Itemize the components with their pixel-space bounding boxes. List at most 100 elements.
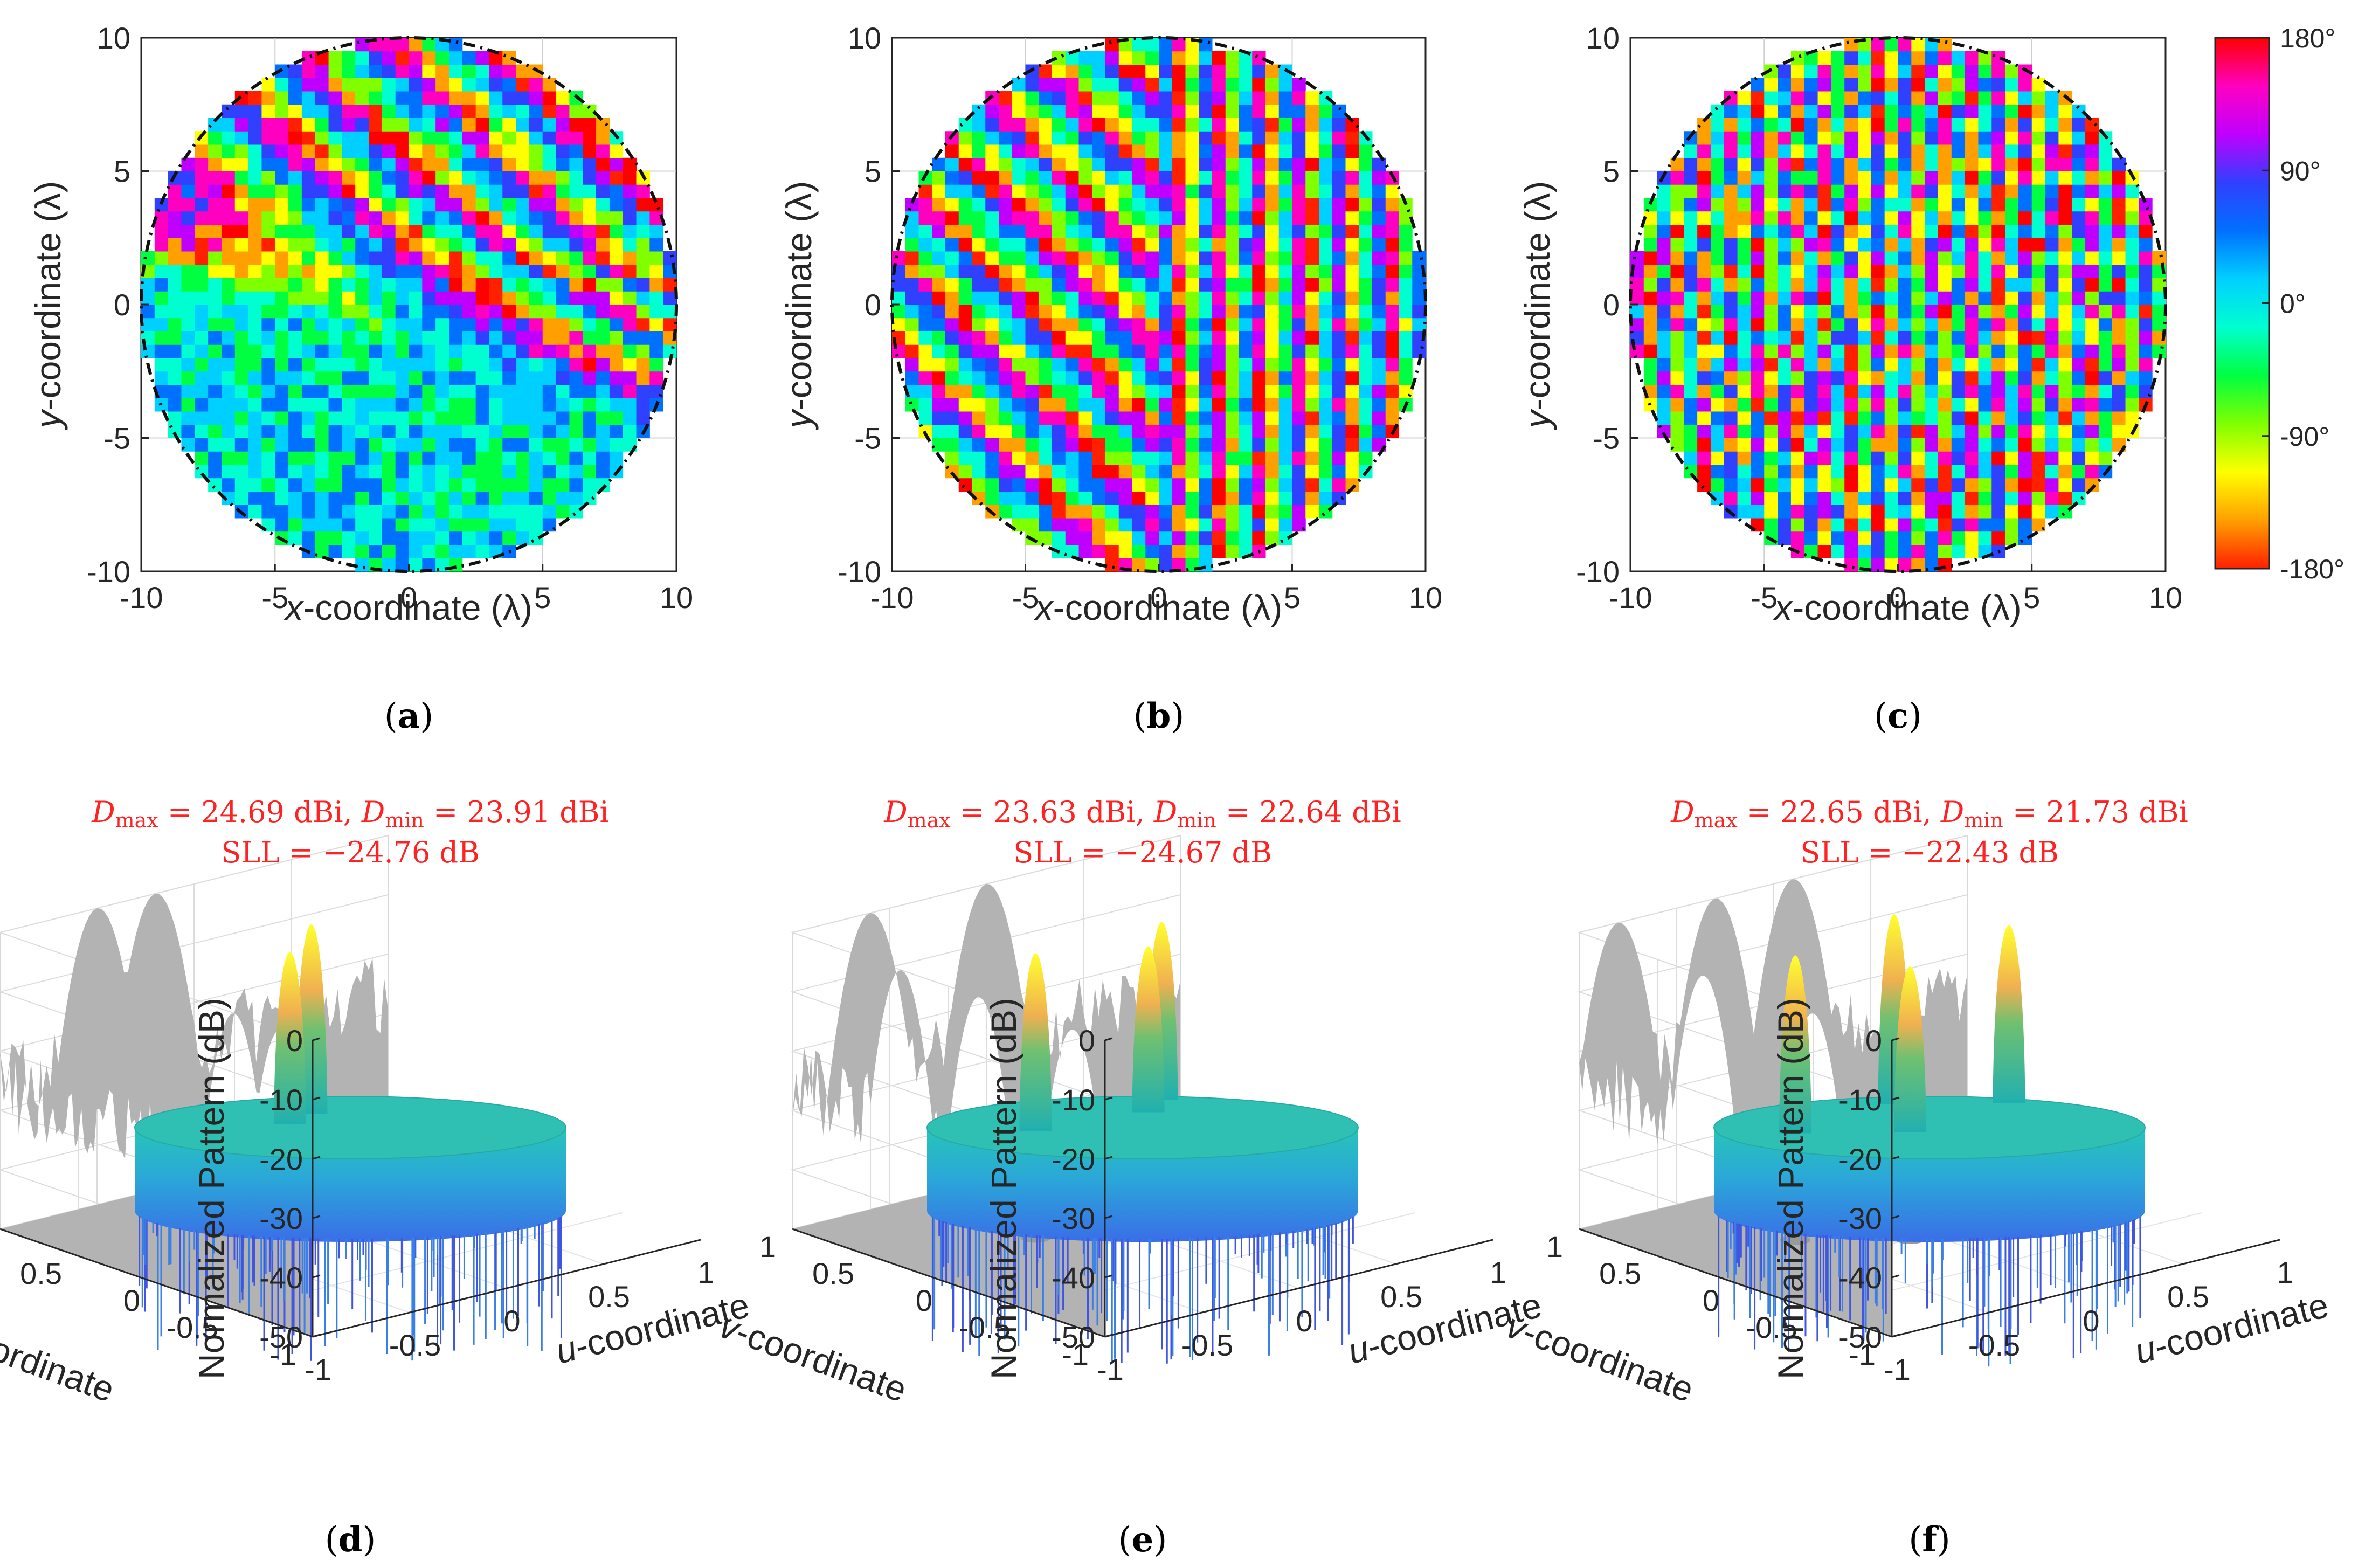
phase-cell [1978, 211, 1992, 225]
phase-cell [1132, 224, 1146, 238]
z-tick-label: -40 [1052, 1261, 1095, 1295]
phase-cell [301, 64, 316, 78]
phase-cell [1965, 317, 1979, 331]
phase-cell [1239, 505, 1253, 519]
phase-cell [1025, 305, 1039, 319]
phase-cell [221, 317, 236, 331]
phase-cell [1092, 317, 1106, 331]
phase-cell [1052, 531, 1066, 545]
phase-cell [1278, 224, 1292, 238]
phase-cell [1145, 478, 1159, 492]
phase-cell [1305, 198, 1319, 212]
phase-cell [516, 211, 530, 225]
phase-cell [315, 491, 329, 505]
phase-cell [2072, 451, 2086, 465]
phase-cell [1670, 344, 1684, 358]
phase-cell [596, 305, 610, 319]
phase-cell [1399, 331, 1413, 345]
phase-cell [154, 224, 169, 238]
phase-cell [328, 91, 342, 105]
phase-cell [1844, 118, 1858, 132]
phase-cell [1925, 278, 1939, 292]
phase-cell [1965, 465, 1979, 479]
v-tick-label: -0.5 [1746, 1310, 1798, 1344]
phase-cell [1278, 344, 1292, 358]
phase-cell [448, 78, 463, 92]
phase-cell [1938, 104, 1952, 118]
phase-cell [2058, 211, 2072, 225]
phase-cell [369, 491, 383, 505]
phase-cell [1118, 344, 1132, 358]
phase-cell [542, 411, 557, 425]
phase-cell [1132, 78, 1146, 92]
u-tick-label: -0.5 [1181, 1328, 1234, 1362]
phase-cell [1778, 291, 1792, 305]
phase-cell [583, 171, 597, 185]
phase-cell [556, 144, 570, 158]
phase-cell [395, 104, 409, 118]
phase-cell [1751, 91, 1765, 105]
phase-cell [1858, 438, 1872, 452]
phase-cell [542, 344, 557, 358]
phase-cell [275, 478, 289, 492]
phase-cell [1978, 344, 1992, 358]
phase-cell [1751, 344, 1765, 358]
phase-cell [1925, 424, 1939, 438]
phase-cell [1751, 251, 1765, 265]
phase-cell [1951, 358, 1966, 372]
phase-cell [556, 171, 570, 185]
phase-cell [1332, 184, 1346, 198]
phase-cell [945, 331, 959, 345]
phase-cell [355, 224, 369, 238]
phase-cell [1078, 171, 1092, 185]
phase-cell [1871, 291, 1885, 305]
phase-cell [583, 224, 597, 238]
phase-cell [275, 491, 289, 505]
phase-cell [1911, 544, 1925, 558]
phase-cell [315, 358, 329, 372]
phase-cell [1345, 465, 1359, 479]
phase-cell [1078, 344, 1092, 358]
phase-cell [369, 358, 383, 372]
phase-cell [168, 224, 182, 238]
phase-cell [1751, 78, 1765, 92]
phase-cell [369, 411, 383, 425]
phase-cell [2112, 371, 2126, 385]
phase-cell [1938, 157, 1952, 171]
phase-cell [1172, 198, 1186, 212]
phase-cell [1118, 518, 1132, 532]
phase-cell [382, 38, 396, 52]
phase-cell [1132, 451, 1146, 465]
v-tick-label: -0.5 [959, 1310, 1011, 1344]
phase-cell [395, 157, 409, 171]
phase-cell [2018, 104, 2032, 118]
phase-cell [1858, 305, 1872, 319]
phase-cell [1025, 131, 1039, 145]
phase-cell [422, 424, 436, 438]
phase-cell [1332, 238, 1346, 252]
phase-cell [369, 91, 383, 105]
phase-cell [208, 465, 222, 479]
phase-cell [1657, 224, 1671, 238]
sidelobe-band [1714, 1128, 2145, 1242]
phase-cell [301, 264, 316, 278]
phase-cell [569, 398, 583, 412]
phase-cell [516, 118, 530, 132]
phase-cell [1118, 411, 1132, 425]
phase-cell [985, 491, 999, 505]
phase-cell [1252, 78, 1266, 92]
phase-cell [1052, 358, 1066, 372]
phase-cell [1145, 144, 1159, 158]
x-axis-label: x-coordinate (λ) [1034, 588, 1283, 627]
phase-cell [2072, 465, 2086, 479]
phase-cell [2018, 144, 2032, 158]
phase-cell [1858, 331, 1872, 345]
phase-cell [422, 131, 436, 145]
phase-cell [2058, 465, 2072, 479]
phase-cell [1737, 238, 1751, 252]
phase-cell [2098, 424, 2113, 438]
phase-cell [502, 198, 516, 212]
phase-cell [409, 438, 423, 452]
phase-cell [1332, 317, 1346, 331]
phase-cell [1938, 224, 1952, 238]
